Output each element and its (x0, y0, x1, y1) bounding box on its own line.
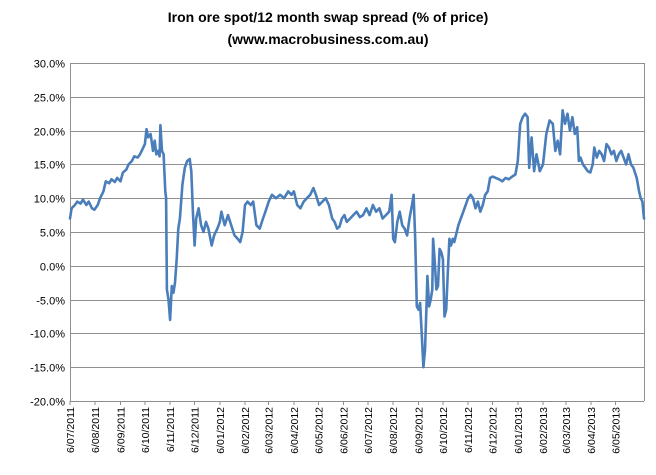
x-tick-label: 6/10/2011 (140, 407, 152, 453)
y-tick-label: -5.0% (36, 296, 65, 308)
y-tick-label: 0.0% (40, 262, 65, 274)
x-tick-label: 6/08/2012 (388, 407, 400, 454)
x-tick-label: 6/12/2011 (190, 407, 202, 453)
x-tick-label: 6/07/2011 (65, 407, 77, 453)
x-tick-label: 6/11/2012 (463, 407, 475, 453)
x-tick-label: 6/06/2012 (339, 407, 351, 454)
x-tick-label: 6/08/2011 (90, 407, 102, 453)
x-tick-label: 6/09/2011 (115, 407, 127, 453)
x-axis-tick-labels: 6/07/2011 6/08/2011 6/09/2011 6/10/2011 6/11… (65, 407, 623, 454)
x-tick-label: 6/12/2012 (488, 407, 500, 454)
y-tick-label: 5.0% (40, 228, 65, 240)
chart-subtitle: (www.macrobusiness.com.au) (228, 31, 429, 47)
x-tick-label: 6/10/2012 (438, 407, 450, 454)
x-tick-label: 6/07/2012 (363, 407, 375, 454)
series-line-0 (68, 109, 646, 369)
y-tick-label: -15.0% (30, 363, 65, 375)
y-tick-label: 20.0% (34, 127, 65, 139)
y-axis-tick-labels: 30.0% 25.0% 20.0% 15.0% 10.0% 5.0% 0.0% -5.0% -1… (30, 59, 65, 409)
x-tick-label: 6/09/2012 (413, 407, 425, 454)
gridlines (70, 63, 644, 402)
series-group (68, 109, 646, 369)
y-tick-label: 25.0% (34, 93, 65, 105)
y-tick-label: 15.0% (34, 160, 65, 172)
x-tick-label: 6/05/2012 (313, 407, 325, 454)
x-tick-label: 6/02/2013 (538, 407, 550, 454)
x-tick-label: 6/02/2012 (240, 407, 252, 454)
x-tick-label: 6/05/2013 (611, 407, 623, 454)
plot-axes (69, 63, 645, 405)
y-tick-label: 30.0% (34, 59, 65, 71)
x-tick-label: 6/01/2013 (513, 407, 525, 454)
y-tick-label: 10.0% (34, 194, 65, 206)
x-tick-label: 6/01/2012 (215, 407, 227, 454)
y-tick-label: -20.0% (30, 397, 65, 409)
x-tick-label: 6/04/2013 (586, 407, 598, 454)
chart-title: Iron ore spot/12 month swap spread (% of… (168, 9, 489, 25)
x-tick-label: 6/11/2011 (165, 407, 177, 452)
x-tick-label: 6/03/2013 (561, 407, 573, 454)
x-tick-label: 6/03/2012 (264, 407, 276, 454)
y-tick-label: -10.0% (30, 329, 65, 341)
x-tick-label: 6/04/2012 (289, 407, 301, 454)
